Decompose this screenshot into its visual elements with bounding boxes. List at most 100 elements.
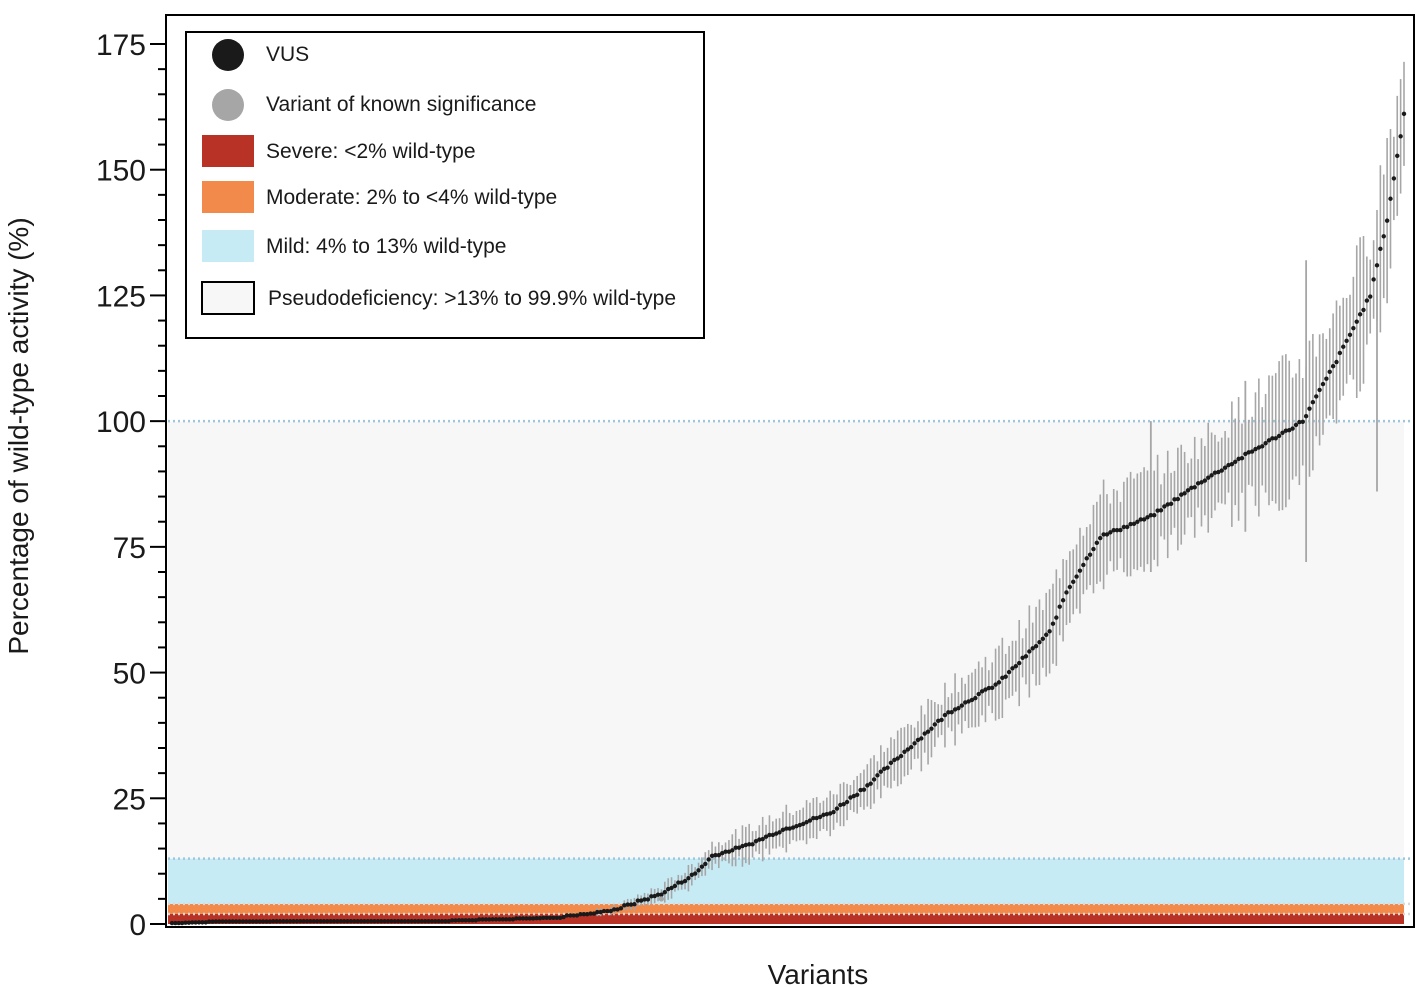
vus-point bbox=[1398, 134, 1403, 139]
vus-point bbox=[341, 918, 347, 924]
vus-point bbox=[824, 811, 830, 817]
vus-point bbox=[1091, 546, 1096, 552]
vus-point bbox=[699, 864, 705, 869]
vus-point bbox=[439, 918, 445, 924]
vus-point bbox=[1060, 598, 1066, 603]
vus-point bbox=[463, 918, 468, 923]
vus-point bbox=[767, 832, 772, 838]
vus-point bbox=[983, 687, 988, 692]
vus-point bbox=[1044, 632, 1049, 637]
vus-point bbox=[723, 849, 728, 854]
vus-point bbox=[787, 826, 792, 831]
vus-point bbox=[328, 919, 333, 924]
vus-point bbox=[554, 915, 559, 920]
vus-point bbox=[281, 919, 286, 924]
vus-point bbox=[409, 918, 414, 924]
vus-point bbox=[517, 916, 522, 921]
vus-point bbox=[456, 918, 462, 923]
vus-point bbox=[301, 919, 306, 924]
legend-label-pseudo: Pseudodeficiency: >13% to 99.9% wild-typ… bbox=[268, 287, 676, 310]
vus-point bbox=[331, 919, 337, 924]
vus-point bbox=[838, 802, 843, 808]
vus-point bbox=[551, 915, 556, 920]
vus-point bbox=[642, 897, 647, 902]
vus-point bbox=[568, 913, 573, 918]
vus-point bbox=[601, 908, 607, 914]
vus-point bbox=[419, 918, 424, 924]
vus-point bbox=[365, 918, 370, 924]
vus-point bbox=[949, 710, 954, 715]
vus-point bbox=[1263, 441, 1268, 446]
vus-point bbox=[713, 852, 718, 858]
vus-point bbox=[1320, 381, 1326, 387]
vus-point bbox=[1378, 246, 1383, 252]
vus-point bbox=[1368, 294, 1373, 299]
vus-point bbox=[581, 912, 586, 917]
vus-point bbox=[1401, 111, 1407, 117]
vus-point bbox=[561, 914, 566, 920]
band-1 bbox=[168, 903, 1404, 914]
vus-point bbox=[534, 915, 539, 921]
vus-point bbox=[186, 920, 192, 925]
vus-point bbox=[1114, 527, 1120, 533]
vus-point bbox=[733, 845, 738, 850]
vus-point bbox=[530, 916, 536, 921]
vus-point bbox=[291, 919, 296, 924]
vus-point bbox=[476, 917, 482, 922]
vus-point bbox=[544, 915, 549, 920]
vus-point bbox=[1017, 660, 1022, 666]
vus-point bbox=[655, 892, 661, 897]
vus-point bbox=[500, 917, 505, 922]
vus-point bbox=[807, 818, 813, 823]
vus-point bbox=[963, 700, 968, 705]
vus-point bbox=[763, 834, 769, 839]
vus-point bbox=[1293, 422, 1299, 428]
vus-point bbox=[1125, 524, 1130, 530]
vus-point bbox=[1087, 552, 1093, 557]
vus-point bbox=[399, 918, 404, 924]
vus-point bbox=[598, 909, 603, 915]
vus-point bbox=[1195, 481, 1201, 486]
vus-point bbox=[743, 842, 749, 848]
vus-point bbox=[719, 851, 725, 856]
vus-point bbox=[750, 842, 755, 847]
vus-point bbox=[1145, 515, 1150, 520]
vus-point bbox=[615, 907, 620, 912]
vus-point bbox=[1189, 485, 1194, 491]
vus-point bbox=[760, 836, 765, 842]
vus-point bbox=[1270, 436, 1275, 441]
vus-point bbox=[173, 920, 178, 926]
vus-point bbox=[595, 909, 600, 915]
vus-point bbox=[564, 913, 570, 918]
vus-point bbox=[223, 919, 229, 924]
y-tick-label: 150 bbox=[96, 155, 146, 188]
vus-point bbox=[490, 917, 495, 922]
vus-point bbox=[942, 712, 948, 718]
vus-point bbox=[1354, 319, 1359, 324]
vus-point bbox=[1030, 646, 1035, 651]
vus-point bbox=[254, 919, 259, 924]
vus-point bbox=[1192, 485, 1197, 490]
vus-point bbox=[1303, 413, 1309, 419]
vus-point bbox=[335, 919, 340, 924]
vus-point bbox=[1094, 540, 1100, 546]
vus-point bbox=[780, 827, 786, 833]
vus-point bbox=[706, 857, 711, 862]
vus-point bbox=[1337, 350, 1343, 356]
vus-point bbox=[318, 919, 323, 924]
legend-label-severe: Severe: <2% wild-type bbox=[266, 140, 476, 163]
vus-point bbox=[804, 819, 809, 825]
legend-label-moderate: Moderate: 2% to <4% wild-type bbox=[266, 186, 557, 209]
vus-point bbox=[888, 760, 894, 766]
vus-point bbox=[406, 918, 411, 924]
vus-point bbox=[645, 897, 651, 902]
vus-point bbox=[244, 919, 249, 924]
vus-point bbox=[1050, 621, 1056, 626]
vus-point bbox=[203, 920, 208, 925]
vus-point bbox=[611, 907, 617, 912]
vus-point bbox=[990, 685, 995, 690]
vus-point bbox=[1111, 527, 1116, 533]
vus-point bbox=[304, 919, 310, 924]
vus-point bbox=[1209, 473, 1214, 478]
vus-point bbox=[196, 920, 202, 925]
